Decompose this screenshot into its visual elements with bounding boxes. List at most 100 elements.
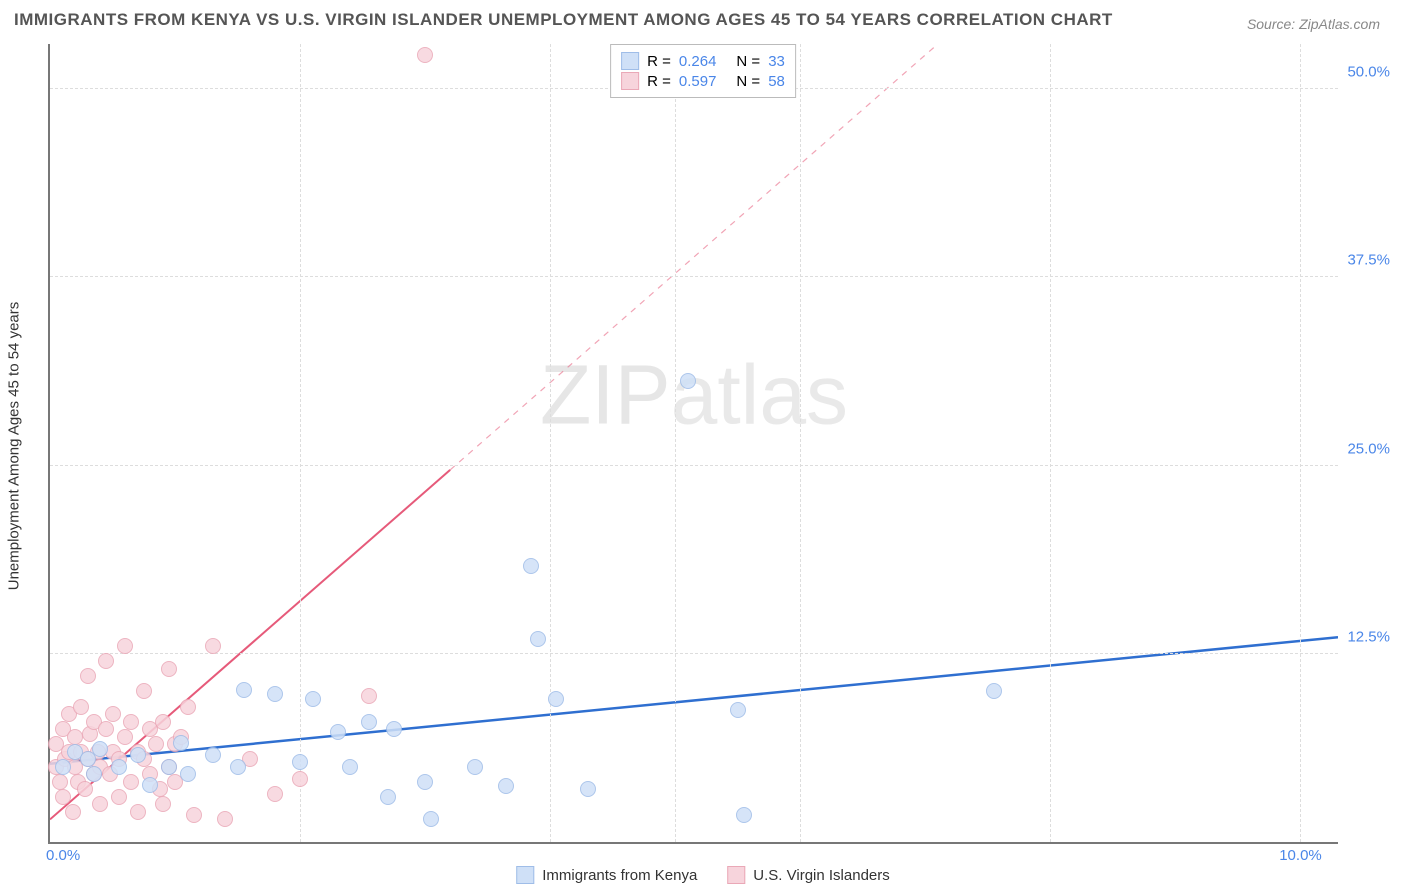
- data-point: [361, 714, 377, 730]
- legend-item: U.S. Virgin Islanders: [727, 866, 889, 884]
- data-point: [205, 747, 221, 763]
- data-point: [530, 631, 546, 647]
- data-point: [267, 686, 283, 702]
- trend-lines-layer: [50, 44, 1338, 842]
- y-tick-label: 37.5%: [1347, 252, 1390, 269]
- data-point: [330, 724, 346, 740]
- data-point: [98, 721, 114, 737]
- data-point: [86, 766, 102, 782]
- legend-stat-row: R = 0.264N = 33: [621, 52, 785, 70]
- data-point: [305, 691, 321, 707]
- data-point: [186, 807, 202, 823]
- legend-swatch: [727, 866, 745, 884]
- grid-line-v: [550, 44, 551, 842]
- legend-n-value: 58: [768, 73, 785, 90]
- data-point: [111, 759, 127, 775]
- data-point: [155, 796, 171, 812]
- data-point: [173, 735, 189, 751]
- data-point: [123, 774, 139, 790]
- legend-r-label: R =: [647, 73, 671, 90]
- data-point: [498, 778, 514, 794]
- data-point: [386, 721, 402, 737]
- data-point: [292, 771, 308, 787]
- legend-label: U.S. Virgin Islanders: [753, 867, 889, 884]
- legend-swatch: [621, 72, 639, 90]
- grid-line-v: [1300, 44, 1301, 842]
- y-tick-label: 25.0%: [1347, 440, 1390, 457]
- legend-swatch: [516, 866, 534, 884]
- data-point: [105, 706, 121, 722]
- correlation-legend: R = 0.264N = 33R = 0.597N = 58: [610, 44, 796, 98]
- data-point: [680, 373, 696, 389]
- data-point: [111, 789, 127, 805]
- legend-n-label: N =: [736, 73, 760, 90]
- x-tick-label: 10.0%: [1279, 847, 1322, 864]
- data-point: [77, 781, 93, 797]
- x-tick-label: 0.0%: [46, 847, 80, 864]
- data-point: [417, 774, 433, 790]
- watermark: ZIPatlas: [540, 347, 848, 444]
- grid-line-v: [300, 44, 301, 842]
- data-point: [65, 804, 81, 820]
- grid-line-v: [800, 44, 801, 842]
- data-point: [380, 789, 396, 805]
- data-point: [136, 683, 152, 699]
- source-label: Source: ZipAtlas.com: [1247, 16, 1380, 32]
- series-legend: Immigrants from Kenya U.S. Virgin Islande…: [508, 866, 898, 884]
- data-point: [55, 759, 71, 775]
- data-point: [52, 774, 68, 790]
- legend-r-label: R =: [647, 53, 671, 70]
- data-point: [92, 796, 108, 812]
- data-point: [55, 789, 71, 805]
- y-tick-label: 12.5%: [1347, 628, 1390, 645]
- grid-line-v: [1050, 44, 1051, 842]
- legend-n-label: N =: [736, 53, 760, 70]
- data-point: [130, 804, 146, 820]
- data-point: [142, 777, 158, 793]
- data-point: [148, 736, 164, 752]
- y-tick-label: 50.0%: [1347, 64, 1390, 81]
- chart-title: IMMIGRANTS FROM KENYA VS U.S. VIRGIN ISL…: [14, 10, 1113, 30]
- data-point: [548, 691, 564, 707]
- legend-label: Immigrants from Kenya: [542, 867, 697, 884]
- trend-line-dashed: [450, 44, 938, 470]
- data-point: [523, 558, 539, 574]
- data-point: [117, 729, 133, 745]
- data-point: [117, 638, 133, 654]
- data-point: [92, 741, 108, 757]
- watermark-bold: ZIP: [540, 348, 671, 442]
- data-point: [73, 699, 89, 715]
- legend-item: Immigrants from Kenya: [516, 866, 697, 884]
- data-point: [161, 759, 177, 775]
- legend-r-value: 0.597: [679, 73, 717, 90]
- data-point: [98, 653, 114, 669]
- grid-line-v: [675, 44, 676, 842]
- legend-swatch: [621, 52, 639, 70]
- data-point: [67, 729, 83, 745]
- data-point: [180, 699, 196, 715]
- legend-r-value: 0.264: [679, 53, 717, 70]
- data-point: [417, 47, 433, 63]
- data-point: [123, 714, 139, 730]
- data-point: [180, 766, 196, 782]
- data-point: [361, 688, 377, 704]
- data-point: [205, 638, 221, 654]
- data-point: [161, 661, 177, 677]
- watermark-thin: atlas: [671, 348, 848, 442]
- grid-line-h: [50, 653, 1338, 654]
- grid-line-h: [50, 465, 1338, 466]
- data-point: [217, 811, 233, 827]
- grid-line-h: [50, 276, 1338, 277]
- data-point: [423, 811, 439, 827]
- data-point: [130, 747, 146, 763]
- data-point: [736, 807, 752, 823]
- data-point: [730, 702, 746, 718]
- data-point: [155, 714, 171, 730]
- data-point: [267, 786, 283, 802]
- data-point: [80, 668, 96, 684]
- legend-stat-row: R = 0.597 N = 58: [621, 72, 785, 90]
- data-point: [236, 682, 252, 698]
- data-point: [986, 683, 1002, 699]
- data-point: [580, 781, 596, 797]
- data-point: [292, 754, 308, 770]
